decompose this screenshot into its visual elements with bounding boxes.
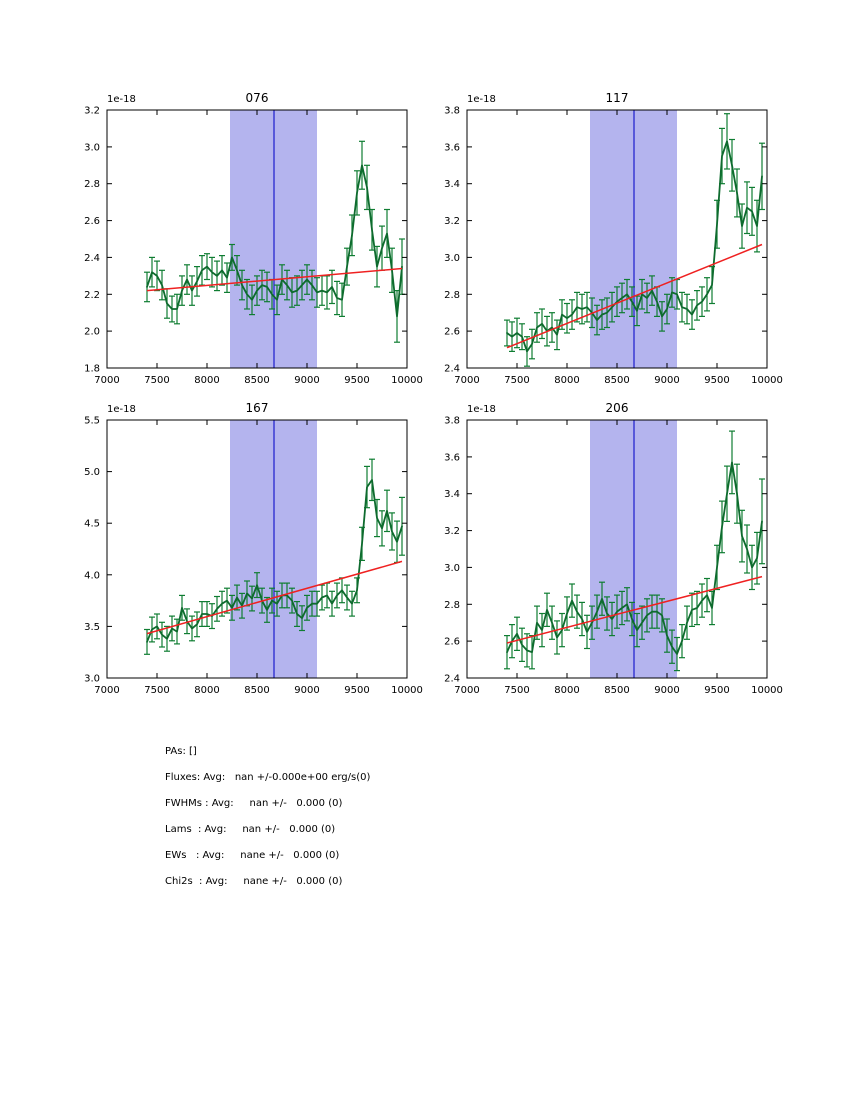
svg-text:10000: 10000 [751, 375, 783, 386]
svg-text:8000: 8000 [194, 685, 219, 696]
svg-text:2.2: 2.2 [84, 290, 100, 301]
svg-text:9000: 9000 [294, 685, 319, 696]
svg-text:8500: 8500 [244, 375, 269, 386]
stat-line-chi2s: Chi2s : Avg: nane +/- 0.000 (0) [165, 876, 343, 887]
subplot-117-chart: 7000 7500 8000 8500 9000 9500 10000 2.4 2.6 2.8 3.… [444, 91, 783, 386]
svg-text:8500: 8500 [604, 375, 629, 386]
svg-text:1.8: 1.8 [84, 364, 100, 375]
svg-text:8000: 8000 [554, 685, 579, 696]
svg-text:1e-18: 1e-18 [467, 404, 496, 415]
svg-text:9500: 9500 [344, 375, 369, 386]
svg-text:9500: 9500 [344, 685, 369, 696]
svg-text:2.8: 2.8 [444, 290, 460, 301]
svg-text:7000: 7000 [454, 375, 479, 386]
stat-line-fwhms: FWHMs : Avg: nan +/- 0.000 (0) [165, 798, 343, 809]
svg-text:3.4: 3.4 [444, 179, 460, 190]
svg-text:3.8: 3.8 [444, 416, 460, 427]
svg-text:3.0: 3.0 [444, 563, 460, 574]
svg-text:3.8: 3.8 [444, 106, 460, 117]
svg-text:7500: 7500 [144, 375, 169, 386]
svg-text:3.0: 3.0 [84, 674, 100, 685]
stat-line-pas: PAs: [] [165, 746, 197, 757]
subplot-167-chart: 7000 7500 8000 8500 9000 9500 10000 3.0 3.5 4.0 4.… [84, 401, 423, 696]
svg-text:9000: 9000 [654, 685, 679, 696]
svg-text:7500: 7500 [504, 375, 529, 386]
svg-text:5.0: 5.0 [84, 467, 100, 478]
svg-text:2.6: 2.6 [444, 637, 460, 648]
svg-text:1e-18: 1e-18 [107, 94, 136, 105]
subplot-206-chart: 7000 7500 8000 8500 9000 9500 10000 2.4 2.6 2.8 3.… [444, 401, 783, 696]
subplot-076-chart: 7000 7500 8000 8500 9000 9500 10000 1.8 2.0 2.2 2.… [84, 91, 423, 386]
svg-text:2.4: 2.4 [444, 674, 460, 685]
svg-text:3.5: 3.5 [84, 622, 100, 633]
svg-text:3.6: 3.6 [444, 452, 460, 463]
svg-text:2.6: 2.6 [84, 216, 100, 227]
svg-text:1e-18: 1e-18 [107, 404, 136, 415]
svg-text:7000: 7000 [94, 685, 119, 696]
svg-text:2.4: 2.4 [84, 253, 100, 264]
svg-text:1e-18: 1e-18 [467, 94, 496, 105]
svg-text:3.6: 3.6 [444, 142, 460, 153]
svg-text:7000: 7000 [454, 685, 479, 696]
svg-text:8500: 8500 [244, 685, 269, 696]
svg-text:7000: 7000 [94, 375, 119, 386]
svg-text:5.5: 5.5 [84, 416, 100, 427]
svg-text:10000: 10000 [751, 685, 783, 696]
svg-text:9000: 9000 [654, 375, 679, 386]
svg-text:4.5: 4.5 [84, 519, 100, 530]
svg-text:2.0: 2.0 [84, 327, 100, 338]
svg-text:7500: 7500 [504, 685, 529, 696]
svg-text:9500: 9500 [704, 685, 729, 696]
svg-text:3.2: 3.2 [84, 106, 100, 117]
svg-text:9500: 9500 [704, 375, 729, 386]
svg-text:8000: 8000 [194, 375, 219, 386]
svg-text:2.8: 2.8 [444, 600, 460, 611]
svg-text:9000: 9000 [294, 375, 319, 386]
svg-text:206: 206 [606, 401, 629, 415]
svg-text:8500: 8500 [604, 685, 629, 696]
svg-text:3.2: 3.2 [444, 526, 460, 537]
svg-text:10000: 10000 [391, 375, 423, 386]
svg-text:167: 167 [246, 401, 269, 415]
stat-line-fluxes: Fluxes: Avg: nan +/-0.000e+00 erg/s(0) [165, 772, 371, 783]
svg-text:117: 117 [606, 91, 629, 105]
stat-line-lams: Lams : Avg: nan +/- 0.000 (0) [165, 824, 336, 835]
svg-text:3.0: 3.0 [84, 142, 100, 153]
svg-text:8000: 8000 [554, 375, 579, 386]
svg-text:3.4: 3.4 [444, 489, 460, 500]
stat-line-ews: EWs : Avg: nane +/- 0.000 (0) [165, 850, 340, 861]
svg-text:2.4: 2.4 [444, 364, 460, 375]
svg-text:10000: 10000 [391, 685, 423, 696]
svg-text:3.2: 3.2 [444, 216, 460, 227]
svg-text:3.0: 3.0 [444, 253, 460, 264]
svg-text:2.6: 2.6 [444, 327, 460, 338]
svg-text:7500: 7500 [144, 685, 169, 696]
svg-text:2.8: 2.8 [84, 179, 100, 190]
svg-text:076: 076 [246, 91, 269, 105]
svg-text:4.0: 4.0 [84, 570, 100, 581]
